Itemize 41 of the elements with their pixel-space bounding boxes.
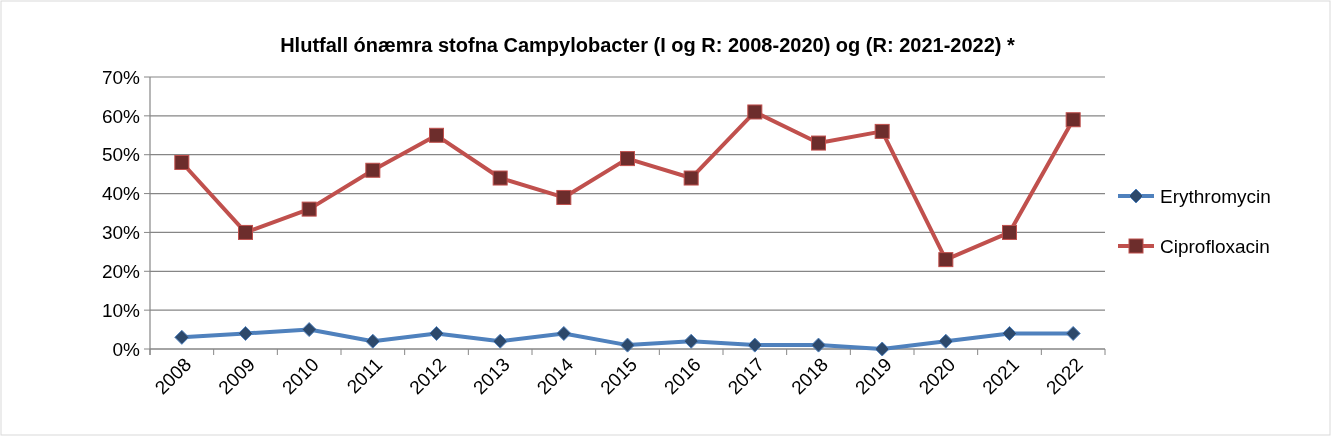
y-tick-label: 0% — [112, 338, 141, 360]
point — [1065, 325, 1081, 341]
point — [174, 154, 190, 170]
point — [811, 337, 826, 353]
point — [874, 123, 890, 139]
point — [365, 333, 381, 349]
point — [556, 325, 572, 341]
y-tick-label: 20% — [101, 260, 141, 282]
point — [938, 333, 954, 349]
point — [620, 151, 635, 167]
point — [365, 162, 381, 178]
point — [811, 135, 826, 151]
y-tick-label: 50% — [101, 144, 141, 166]
legend-label: Erythromycin — [1160, 185, 1271, 207]
point — [747, 104, 763, 120]
point — [683, 333, 699, 349]
point — [1065, 112, 1081, 128]
point — [301, 322, 317, 338]
point — [238, 325, 253, 341]
point — [747, 337, 763, 353]
point — [492, 170, 508, 186]
y-tick-label: 60% — [101, 105, 141, 127]
point — [620, 337, 635, 353]
point — [429, 127, 444, 143]
point — [874, 341, 890, 357]
point — [1002, 325, 1017, 341]
point — [429, 325, 444, 341]
point — [938, 252, 954, 268]
y-tick-label: 70% — [101, 66, 141, 88]
y-tick-label: 30% — [101, 222, 141, 244]
point — [556, 189, 572, 205]
y-tick-label: 10% — [101, 299, 141, 321]
chart-title: Hlutfall ónæmra stofna Campylobacter (I og R: 2008-2020) og (R: 2021-2022) * — [280, 34, 1016, 56]
y-tick-label: 40% — [101, 183, 141, 205]
point — [174, 329, 190, 345]
point — [492, 333, 508, 349]
point — [301, 201, 317, 217]
point — [238, 224, 253, 240]
legend-label: Ciprofloxacin — [1160, 235, 1270, 257]
point — [1002, 224, 1017, 240]
point — [683, 170, 699, 186]
